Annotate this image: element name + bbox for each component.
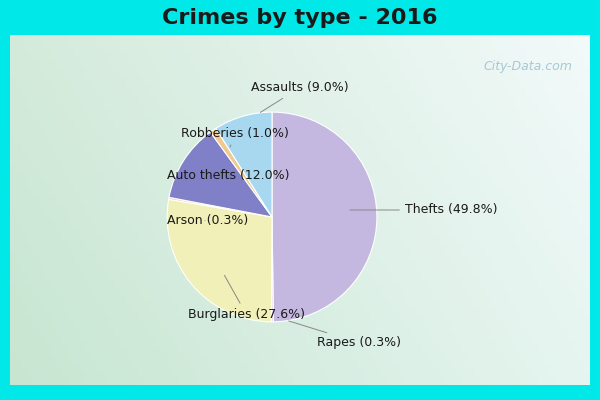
Wedge shape	[216, 112, 272, 217]
Text: Auto thefts (12.0%): Auto thefts (12.0%)	[167, 168, 290, 182]
Text: Crimes by type - 2016: Crimes by type - 2016	[162, 8, 438, 28]
Text: City-Data.com: City-Data.com	[484, 60, 572, 73]
Text: Rapes (0.3%): Rapes (0.3%)	[289, 321, 401, 349]
Wedge shape	[272, 112, 377, 322]
Wedge shape	[271, 217, 274, 322]
Text: Burglaries (27.6%): Burglaries (27.6%)	[188, 275, 305, 321]
Wedge shape	[169, 197, 272, 217]
Wedge shape	[211, 128, 272, 217]
Wedge shape	[169, 132, 272, 217]
Text: Arson (0.3%): Arson (0.3%)	[167, 214, 248, 227]
Text: Robberies (1.0%): Robberies (1.0%)	[181, 126, 289, 147]
Wedge shape	[167, 199, 272, 322]
Text: Assaults (9.0%): Assaults (9.0%)	[251, 81, 349, 112]
Text: Thefts (49.8%): Thefts (49.8%)	[350, 204, 497, 216]
